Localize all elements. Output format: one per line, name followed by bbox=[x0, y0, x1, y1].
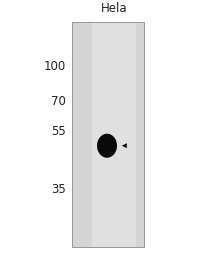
Ellipse shape bbox=[97, 134, 117, 158]
Text: 35: 35 bbox=[51, 183, 66, 197]
Text: 100: 100 bbox=[44, 60, 66, 72]
Text: 70: 70 bbox=[51, 95, 66, 108]
Text: Hela: Hela bbox=[101, 3, 128, 15]
Bar bbox=[72, 22, 144, 247]
Text: 55: 55 bbox=[51, 125, 66, 138]
Bar bbox=[72, 22, 144, 247]
Bar bbox=[92, 22, 136, 247]
